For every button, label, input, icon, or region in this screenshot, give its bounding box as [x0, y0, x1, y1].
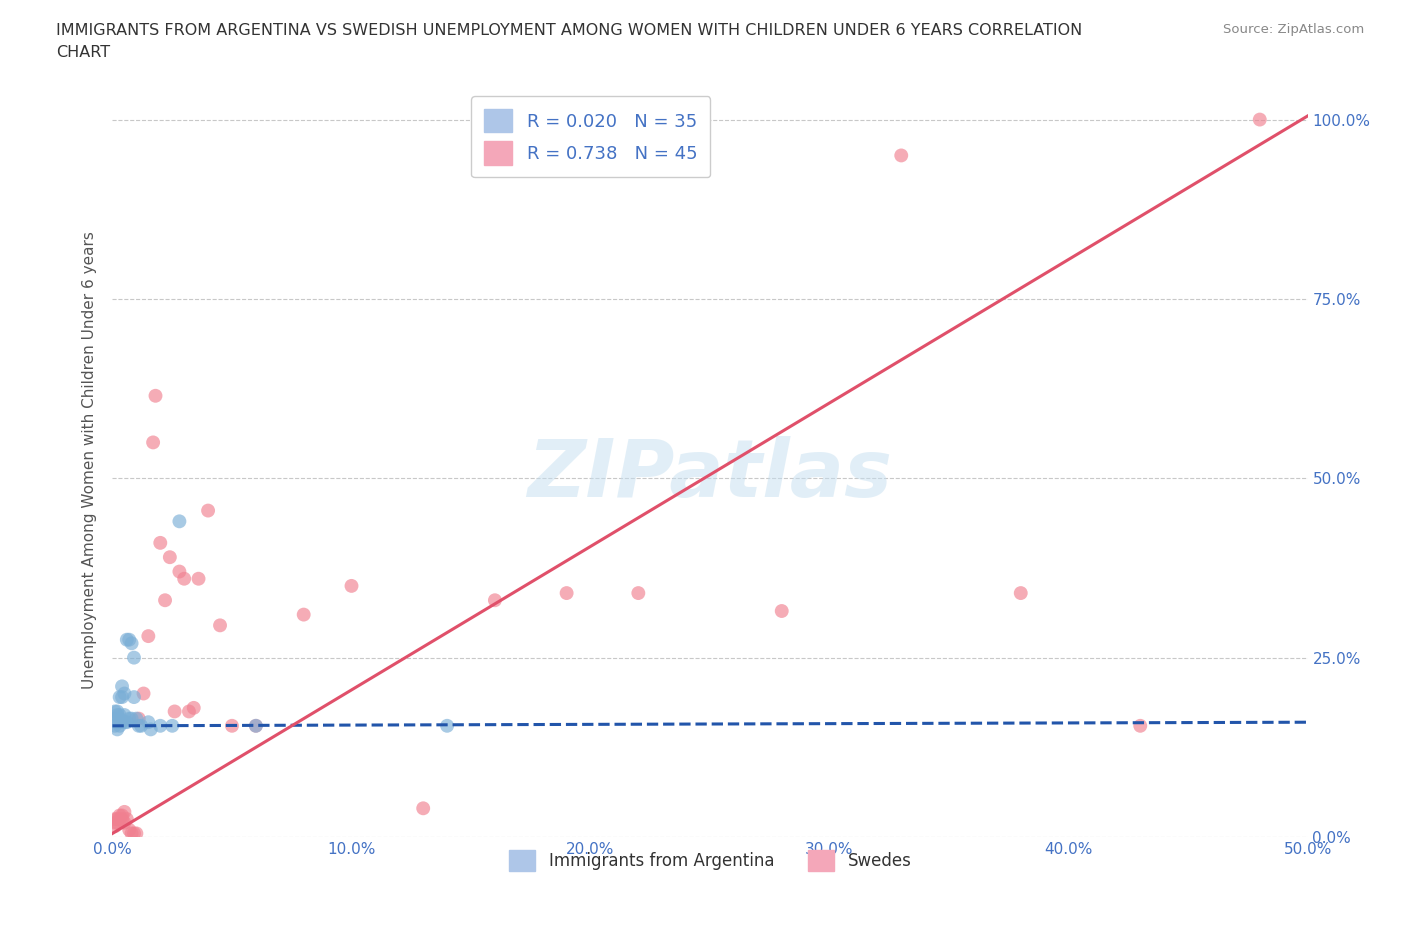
- Point: [108, 812, 131, 827]
- Point: [197, 503, 219, 518]
- Point: [128, 711, 150, 726]
- Point: [111, 690, 134, 705]
- Point: [114, 804, 135, 819]
- Point: [292, 607, 315, 622]
- Point: [114, 715, 135, 730]
- Point: [108, 711, 131, 726]
- Point: [221, 718, 243, 733]
- Point: [163, 704, 186, 719]
- Text: ZIPatlas: ZIPatlas: [527, 436, 893, 514]
- Point: [138, 715, 160, 730]
- Point: [436, 718, 458, 733]
- Point: [111, 812, 134, 827]
- Y-axis label: Unemployment Among Women with Children Under 6 years: Unemployment Among Women with Children U…: [82, 232, 97, 689]
- Point: [162, 718, 183, 733]
- Point: [149, 536, 172, 551]
- Point: [108, 708, 131, 723]
- Point: [1129, 718, 1152, 733]
- Point: [770, 604, 793, 618]
- Point: [114, 686, 135, 701]
- Point: [105, 816, 128, 830]
- Point: [105, 708, 128, 723]
- Point: [412, 801, 434, 816]
- Point: [105, 722, 128, 737]
- Point: [104, 816, 127, 830]
- Point: [121, 711, 143, 726]
- Point: [105, 715, 128, 730]
- Point: [114, 708, 135, 723]
- Legend: Immigrants from Argentina, Swedes: Immigrants from Argentina, Swedes: [502, 843, 918, 878]
- Point: [108, 690, 131, 705]
- Point: [173, 571, 195, 586]
- Point: [115, 812, 138, 827]
- Point: [149, 718, 172, 733]
- Point: [132, 686, 155, 701]
- Point: [104, 718, 127, 733]
- Point: [1010, 586, 1032, 601]
- Point: [245, 718, 267, 733]
- Point: [159, 550, 181, 565]
- Point: [177, 704, 200, 719]
- Point: [183, 700, 205, 715]
- Point: [122, 690, 145, 705]
- Point: [122, 650, 145, 665]
- Point: [111, 808, 134, 823]
- Point: [115, 715, 138, 730]
- Point: [153, 592, 176, 607]
- Point: [139, 722, 162, 737]
- Point: [340, 578, 363, 593]
- Point: [187, 571, 209, 586]
- Point: [129, 718, 152, 733]
- Text: Source: ZipAtlas.com: Source: ZipAtlas.com: [1223, 23, 1364, 36]
- Point: [138, 629, 160, 644]
- Point: [104, 704, 127, 719]
- Point: [111, 679, 134, 694]
- Point: [627, 586, 650, 601]
- Point: [890, 148, 912, 163]
- Point: [114, 816, 135, 830]
- Point: [245, 718, 267, 733]
- Point: [121, 636, 143, 651]
- Point: [484, 592, 506, 607]
- Text: IMMIGRANTS FROM ARGENTINA VS SWEDISH UNEMPLOYMENT AMONG WOMEN WITH CHILDREN UNDE: IMMIGRANTS FROM ARGENTINA VS SWEDISH UNE…: [56, 23, 1083, 38]
- Point: [128, 718, 150, 733]
- Point: [104, 711, 127, 726]
- Point: [118, 632, 141, 647]
- Point: [125, 826, 148, 841]
- Point: [142, 435, 165, 450]
- Point: [118, 822, 141, 837]
- Point: [115, 632, 138, 647]
- Point: [169, 565, 191, 579]
- Point: [118, 711, 141, 726]
- Point: [121, 826, 143, 841]
- Point: [209, 618, 232, 632]
- Point: [105, 704, 128, 719]
- Point: [111, 715, 134, 730]
- Point: [105, 812, 128, 827]
- Point: [1249, 113, 1271, 127]
- Point: [104, 812, 127, 827]
- Point: [169, 514, 191, 529]
- Point: [108, 718, 131, 733]
- Point: [555, 586, 578, 601]
- Point: [104, 818, 127, 833]
- Point: [108, 808, 131, 823]
- Text: CHART: CHART: [56, 45, 110, 60]
- Point: [125, 711, 148, 726]
- Point: [145, 389, 167, 404]
- Point: [122, 826, 145, 841]
